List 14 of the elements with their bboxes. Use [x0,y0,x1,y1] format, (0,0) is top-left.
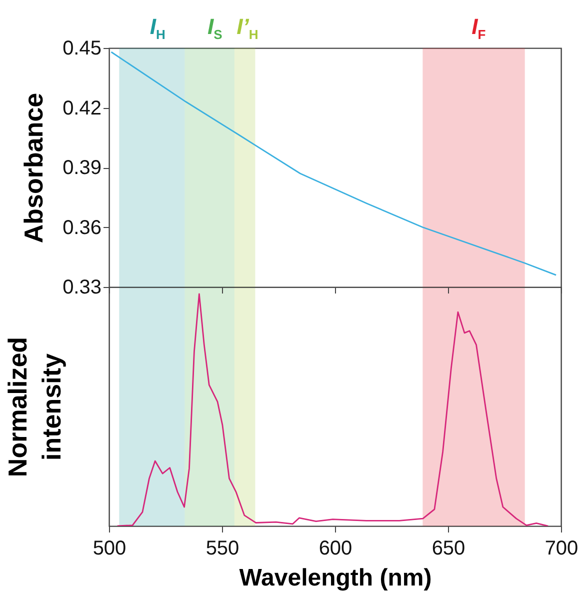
line-series [110,51,557,276]
x-tick-label: 700 [544,538,578,560]
x-tick-label: 600 [318,538,352,560]
y-tick-label: 0.39 [62,157,102,179]
y-tick-label: 0.45 [62,38,102,60]
y-tick-label: 0.36 [62,216,102,239]
y-axis-title: Absorbance [18,92,48,244]
x-axis-title: Wavelength (nm) [239,564,432,592]
x-tick-label: 650 [432,538,466,560]
y-tick-label: 0.33 [62,276,102,298]
x-tick-label: 550 [206,538,240,560]
x-tick-label: 500 [92,538,126,560]
y-tick-label: 0.42 [62,97,102,120]
y-axis-title: Normalized intensity [2,336,66,478]
